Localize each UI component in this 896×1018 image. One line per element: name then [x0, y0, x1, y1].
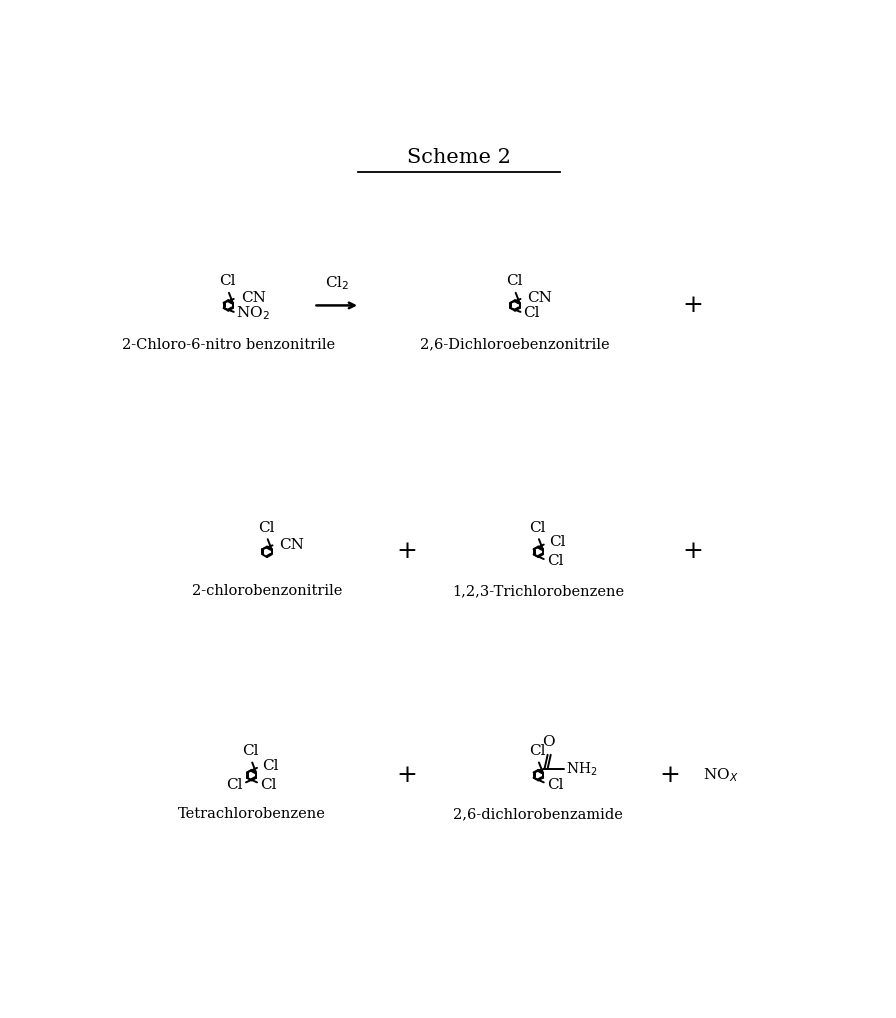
Text: +: +	[396, 541, 417, 563]
Text: CN: CN	[280, 538, 305, 552]
Text: Cl: Cl	[260, 778, 277, 792]
Text: Cl: Cl	[243, 744, 259, 757]
Text: Scheme 2: Scheme 2	[408, 148, 511, 167]
Text: 1,2,3-Trichlorobenzene: 1,2,3-Trichlorobenzene	[452, 584, 625, 598]
Text: +: +	[396, 764, 417, 787]
Text: Cl: Cl	[547, 555, 564, 568]
Text: +: +	[659, 764, 680, 787]
Text: Cl: Cl	[549, 535, 565, 550]
Text: Cl: Cl	[547, 778, 564, 792]
Text: Cl: Cl	[220, 274, 236, 288]
Text: Cl: Cl	[530, 744, 546, 757]
Text: NO$_X$: NO$_X$	[702, 767, 738, 784]
Text: CN: CN	[528, 291, 552, 305]
Text: +: +	[683, 541, 703, 563]
Text: CN: CN	[241, 291, 265, 305]
Text: 2-Chloro-6-nitro benzonitrile: 2-Chloro-6-nitro benzonitrile	[122, 338, 335, 351]
Text: Cl: Cl	[258, 520, 274, 534]
Text: Cl$_2$: Cl$_2$	[324, 275, 349, 292]
Text: NH$_2$: NH$_2$	[566, 760, 598, 778]
Text: NO$_2$: NO$_2$	[236, 303, 270, 322]
Text: O: O	[542, 735, 555, 748]
Text: 2,6-dichlorobenzamide: 2,6-dichlorobenzamide	[453, 807, 624, 822]
Text: Cl: Cl	[263, 758, 279, 773]
Text: Cl: Cl	[530, 520, 546, 534]
Text: Tetrachlorobenzene: Tetrachlorobenzene	[177, 807, 325, 822]
Text: 2,6-Dichloroebenzonitrile: 2,6-Dichloroebenzonitrile	[420, 338, 610, 351]
Text: +: +	[683, 294, 703, 317]
Text: Cl: Cl	[227, 778, 243, 792]
Text: Cl: Cl	[523, 306, 539, 321]
Text: Cl: Cl	[506, 274, 522, 288]
Text: 2-chlorobenzonitrile: 2-chlorobenzonitrile	[192, 584, 342, 598]
